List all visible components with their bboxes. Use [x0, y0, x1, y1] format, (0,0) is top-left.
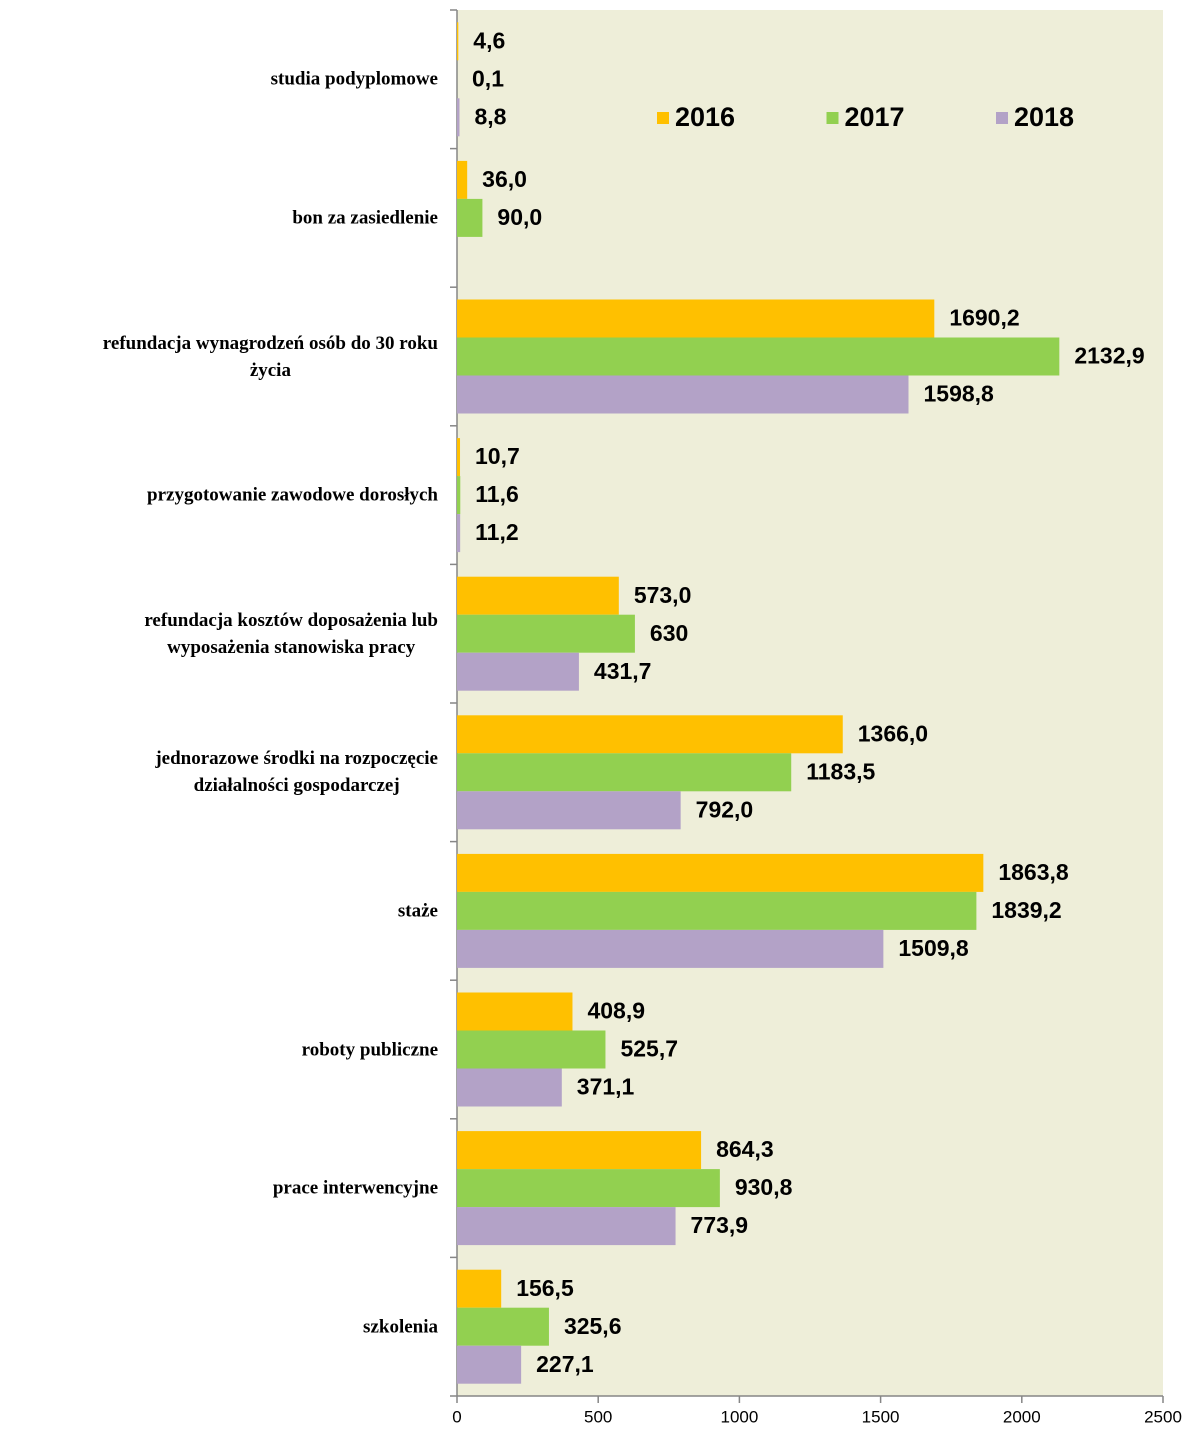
- x-tick-label: 2000: [1003, 1407, 1041, 1426]
- bar: [457, 1345, 522, 1384]
- legend-label: 2017: [845, 102, 905, 132]
- value-label: 630: [650, 620, 688, 646]
- value-label: 227,1: [536, 1351, 594, 1377]
- value-label: 930,8: [735, 1174, 793, 1200]
- value-label: 2132,9: [1074, 343, 1144, 369]
- bar: [457, 652, 579, 691]
- category-label: refundacja kosztów doposażenia lub wypos…: [144, 609, 438, 658]
- value-label: 431,7: [594, 658, 652, 684]
- value-label: 525,7: [620, 1036, 678, 1062]
- value-label: 1366,0: [858, 720, 928, 746]
- bar: [457, 753, 792, 792]
- value-label: 8,8: [474, 103, 506, 129]
- bar: [457, 198, 483, 237]
- category-label: szkolenia: [363, 1316, 438, 1338]
- value-label: 1598,8: [924, 381, 995, 407]
- bar: [457, 22, 459, 61]
- value-label: 90,0: [497, 204, 542, 230]
- category-label: jednorazowe środki na rozpoczęcie działa…: [155, 748, 438, 797]
- bar: [457, 299, 935, 338]
- bar: [457, 1131, 702, 1170]
- category-label: przygotowanie zawodowe dorosłych: [147, 484, 438, 506]
- legend-swatch: [826, 112, 839, 124]
- value-label: 11,2: [475, 519, 518, 545]
- x-tick-label: 0: [452, 1407, 461, 1426]
- bar: [457, 1269, 502, 1308]
- x-tick-label: 2500: [1144, 1407, 1182, 1426]
- value-label: 1863,8: [998, 859, 1069, 885]
- value-label: 4,6: [473, 27, 505, 53]
- x-tick-label: 1500: [862, 1407, 900, 1426]
- bar: [457, 576, 619, 615]
- legend-swatch: [996, 112, 1008, 124]
- legend-label: 2016: [675, 102, 735, 132]
- bar: [457, 891, 977, 930]
- bar: [457, 1207, 676, 1246]
- bar: [457, 715, 843, 754]
- bar: [457, 1030, 606, 1069]
- bar: [457, 476, 461, 515]
- bar: [457, 160, 468, 199]
- value-label: 156,5: [516, 1275, 574, 1301]
- bar: [457, 98, 460, 137]
- value-label: 10,7: [475, 443, 520, 469]
- bar: [457, 1307, 549, 1346]
- bar: [457, 375, 909, 414]
- value-label: 371,1: [577, 1074, 635, 1100]
- value-label: 1183,5: [806, 758, 875, 784]
- value-label: 864,3: [716, 1136, 774, 1162]
- bar: [457, 929, 884, 968]
- bar: [457, 1068, 562, 1107]
- x-tick-label: 500: [584, 1407, 612, 1426]
- value-label: 573,0: [634, 582, 692, 608]
- category-label: staże: [397, 900, 438, 922]
- value-label: 0,1: [472, 65, 504, 91]
- value-label: 1839,2: [991, 897, 1061, 923]
- value-label: 1509,8: [898, 935, 969, 961]
- legend-swatch: [657, 112, 669, 124]
- bar: [457, 337, 1060, 376]
- value-label: 36,0: [482, 166, 527, 192]
- category-label: prace interwencyjne: [272, 1177, 438, 1199]
- category-label: refundacja wynagrodzeń osób do 30 roku ż…: [102, 332, 438, 381]
- bar: [457, 791, 681, 830]
- value-label: 11,6: [475, 481, 519, 507]
- bar: [457, 853, 984, 892]
- value-label: 773,9: [691, 1212, 749, 1238]
- bar: [457, 614, 635, 653]
- category-label: bon za zasiedlenie: [292, 207, 438, 229]
- value-label: 792,0: [696, 796, 754, 822]
- x-tick-label: 1000: [720, 1407, 758, 1426]
- bar: [457, 1169, 720, 1208]
- legend-label: 2018: [1014, 102, 1074, 132]
- bar: [457, 992, 573, 1031]
- value-label: 1690,2: [949, 305, 1019, 331]
- category-label: roboty publiczne: [301, 1039, 438, 1060]
- value-label: 408,9: [587, 998, 645, 1024]
- category-label: studia podyplomowe: [270, 68, 438, 90]
- bar: [457, 514, 461, 553]
- bar: [457, 438, 461, 477]
- value-label: 325,6: [564, 1313, 622, 1339]
